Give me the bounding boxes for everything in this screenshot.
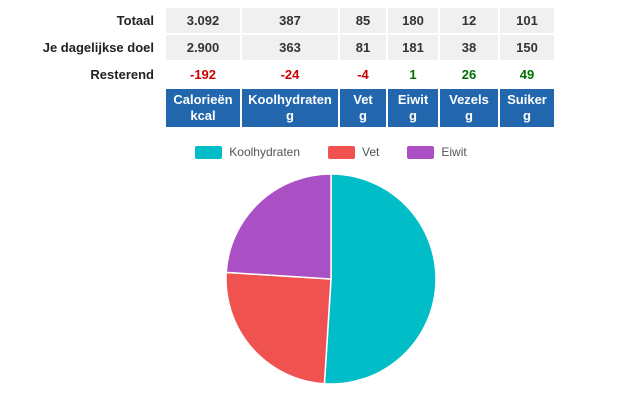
column-name: Calorieën — [173, 92, 233, 107]
column-unit: g — [359, 108, 367, 123]
table-row-daily-goal: Je dagelijkse doel 2.900 363 81 181 38 1… — [26, 35, 554, 60]
column-header-fat: Vet g — [340, 89, 386, 127]
column-name: Koolhydraten — [248, 92, 332, 107]
total-carbs-value: 387 — [242, 8, 338, 33]
column-unit: g — [523, 108, 531, 123]
goal-calories-value: 2.900 — [166, 35, 240, 60]
column-unit: g — [286, 108, 294, 123]
column-header-carbs: Koolhydraten g — [242, 89, 338, 127]
goal-fat-value: 81 — [340, 35, 386, 60]
legend-item-koolhydraten: Koolhydraten — [195, 145, 300, 159]
total-protein-value: 180 — [388, 8, 438, 33]
remaining-value: -192 — [166, 62, 240, 87]
legend-swatch — [407, 145, 435, 159]
column-unit: g — [465, 108, 473, 123]
pie-chart — [225, 173, 437, 385]
legend-label: Vet — [362, 145, 380, 159]
column-name: Suiker — [507, 92, 547, 107]
legend-label: Koolhydraten — [229, 145, 300, 159]
pie-slice-koolhydraten — [323, 173, 437, 385]
row-label: Resterend — [90, 67, 154, 82]
goal-protein-value: 181 — [388, 35, 438, 60]
table-row-remaining: Resterend -192 -24 -4 1 26 49 — [26, 62, 554, 87]
column-name: Vezels — [449, 92, 489, 107]
goal-fiber-value: 38 — [440, 35, 498, 60]
goal-sugar-value: 150 — [500, 35, 554, 60]
row-label: Je dagelijkse doel — [42, 40, 154, 55]
table-row-total: Totaal 3.092 387 85 180 12 101 — [26, 8, 554, 33]
remaining-value: -24 — [242, 62, 338, 87]
column-header-sugar: Suiker g — [500, 89, 554, 127]
nutrition-summary-table: Totaal 3.092 387 85 180 12 101 Je dageli… — [24, 6, 556, 129]
pie-chart-container — [223, 171, 439, 392]
legend-swatch — [328, 145, 355, 159]
remaining-value: -4 — [340, 62, 386, 87]
column-header-calories: Calorieën kcal — [166, 89, 240, 127]
column-header-fiber: Vezels g — [440, 89, 498, 127]
column-name: Eiwit — [397, 92, 429, 107]
row-label: Totaal — [116, 13, 154, 28]
chart-legend: Koolhydraten Vet Eiwit — [195, 145, 467, 159]
legend-swatch — [195, 145, 223, 159]
goal-carbs-value: 363 — [242, 35, 338, 60]
column-unit: kcal — [190, 108, 216, 123]
remaining-value: 26 — [440, 62, 498, 87]
pie-slice-eiwit — [225, 173, 332, 280]
remaining-value: 1 — [388, 62, 438, 87]
total-sugar-value: 101 — [500, 8, 554, 33]
column-header-protein: Eiwit g — [388, 89, 438, 127]
legend-label: Eiwit — [441, 145, 467, 159]
total-calories-value: 3.092 — [166, 8, 240, 33]
pie-slice-vet — [225, 271, 332, 385]
column-name: Vet — [353, 92, 373, 107]
table-header-row: Calorieën kcal Koolhydraten g Vet g Eiwi… — [26, 89, 554, 127]
macros-pie-chart-section: Koolhydraten Vet Eiwit — [0, 129, 626, 392]
legend-item-eiwit: Eiwit — [407, 145, 467, 159]
legend-item-vet: Vet — [328, 145, 379, 159]
total-fat-value: 85 — [340, 8, 386, 33]
remaining-value: 49 — [500, 62, 554, 87]
total-fiber-value: 12 — [440, 8, 498, 33]
column-unit: g — [409, 108, 417, 123]
